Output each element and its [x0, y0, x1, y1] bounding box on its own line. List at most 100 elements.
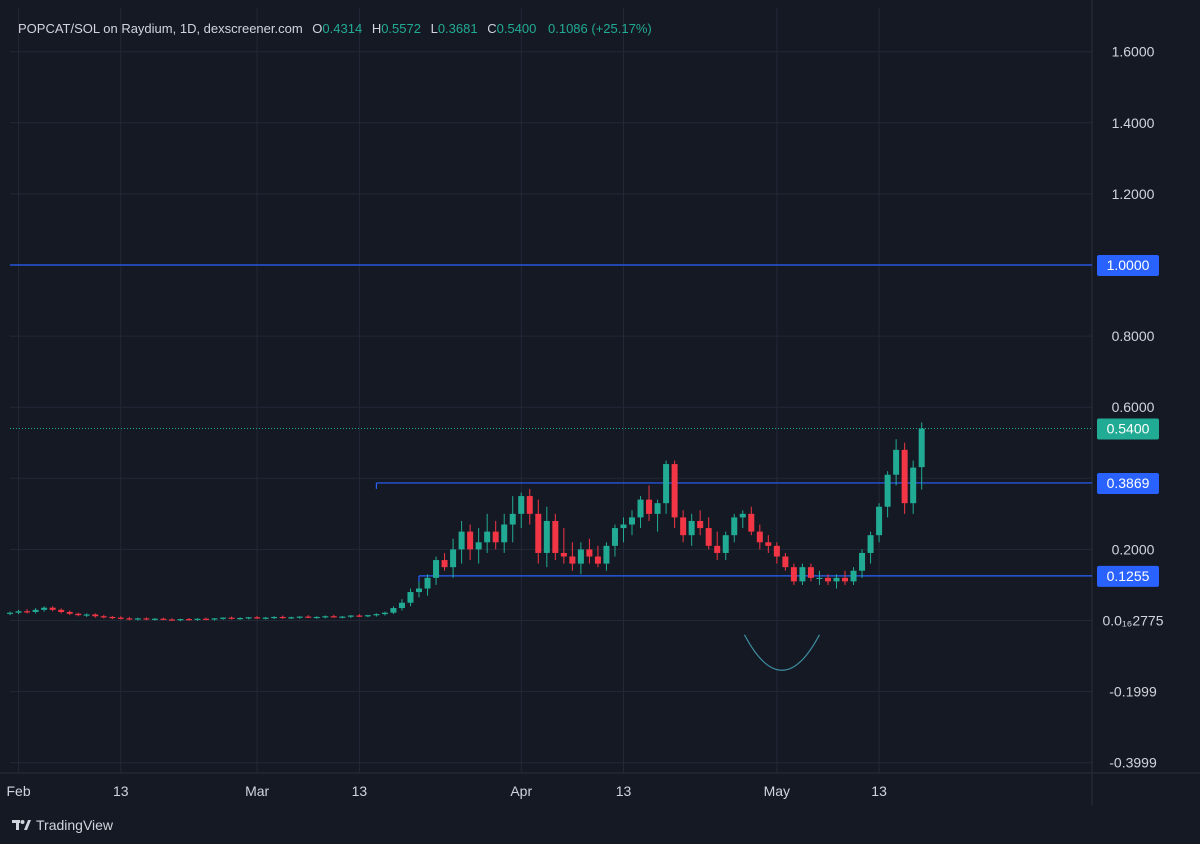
candle-body	[884, 474, 891, 507]
candle-body	[134, 618, 141, 620]
candle	[75, 612, 82, 617]
candle-body	[75, 613, 82, 616]
candle	[680, 510, 687, 543]
candle-body	[756, 531, 763, 543]
candle-body	[237, 618, 244, 620]
candle-body	[876, 506, 883, 536]
candle	[211, 618, 218, 621]
last-price-label-bg	[1097, 418, 1159, 440]
candle-body	[714, 545, 721, 553]
candle-body	[629, 517, 636, 525]
candle-body	[475, 542, 482, 550]
candle	[330, 614, 337, 618]
y-tick-label: 0.6000	[1112, 399, 1155, 415]
candle	[305, 615, 312, 619]
candle-body	[824, 577, 831, 582]
candle	[833, 574, 840, 589]
candle	[714, 531, 721, 561]
candle	[629, 510, 636, 536]
candle-body	[151, 618, 158, 620]
candle	[194, 618, 201, 621]
candle-body	[458, 531, 465, 550]
candle	[799, 563, 806, 585]
candle-body	[220, 617, 227, 619]
candle-body	[126, 618, 133, 620]
candle-body	[467, 531, 474, 550]
candle-body	[254, 617, 261, 619]
ohlc-legend: POPCAT/SOL on Raydium, 1D, dexscreener.c…	[18, 21, 652, 36]
candle-body	[381, 612, 388, 615]
candle-body	[24, 611, 31, 613]
candle	[807, 563, 814, 582]
candle	[501, 513, 508, 553]
candle-body	[535, 513, 542, 553]
candle	[203, 617, 210, 621]
candle	[731, 513, 738, 543]
candle-body	[688, 520, 695, 536]
candle-body	[637, 499, 644, 518]
candle-body	[594, 556, 601, 564]
high-value: 0.5572	[381, 21, 421, 36]
candle	[526, 488, 533, 525]
low-value: 0.3681	[437, 21, 478, 36]
candle-body	[722, 535, 729, 553]
candle-body	[918, 428, 925, 468]
candle	[884, 471, 891, 518]
x-tick-label: May	[764, 783, 790, 799]
candle-body	[356, 615, 363, 617]
candle	[876, 503, 883, 543]
candle-body	[398, 602, 405, 609]
candle-body	[347, 615, 354, 617]
level-price-label: 0.1255	[1107, 568, 1150, 584]
close-value: 0.5400	[496, 21, 537, 36]
x-tick-label: 13	[616, 783, 632, 799]
candle	[364, 614, 371, 618]
candle-body	[49, 607, 56, 610]
level-price-label-bg	[1097, 255, 1159, 276]
candle	[117, 616, 124, 620]
level-price-label-bg	[1097, 472, 1159, 494]
candle	[441, 552, 448, 571]
level-price-label: 1.0000	[1107, 257, 1150, 273]
candle-body	[211, 618, 218, 620]
candle	[390, 606, 397, 615]
tradingview-logo-icon	[12, 820, 31, 830]
candle-body	[773, 545, 780, 557]
candle	[492, 520, 499, 550]
tradingview-brand[interactable]: TradingView	[12, 817, 113, 833]
candle-body	[143, 618, 150, 620]
candle-body	[296, 616, 303, 618]
candle	[245, 616, 252, 620]
change-value: 0.1086 (+25.17%)	[548, 21, 652, 36]
candle	[177, 618, 184, 622]
candle-body	[893, 449, 900, 475]
candle	[41, 606, 48, 612]
candle	[83, 613, 90, 617]
candle	[782, 552, 789, 571]
candle	[901, 442, 908, 514]
candle	[637, 496, 644, 529]
candle	[620, 517, 627, 543]
candle-body	[842, 577, 849, 582]
candle-body	[569, 556, 576, 564]
candle	[611, 524, 618, 557]
candle-body	[339, 616, 346, 618]
candle-body	[364, 615, 371, 617]
candle	[347, 615, 354, 619]
candle-body	[859, 552, 866, 571]
y-tick-label: 0.8000	[1112, 328, 1155, 344]
candle	[322, 615, 329, 619]
high-label: H	[371, 21, 382, 36]
candle	[450, 538, 457, 578]
candle	[134, 617, 141, 621]
candle-body	[66, 611, 73, 614]
candle	[313, 616, 320, 619]
candle-body	[32, 609, 39, 612]
candle	[296, 616, 303, 619]
candle-body	[484, 531, 491, 543]
candle	[373, 613, 380, 617]
candle	[58, 608, 65, 614]
candle-body	[731, 517, 738, 536]
candle-body	[646, 499, 653, 514]
